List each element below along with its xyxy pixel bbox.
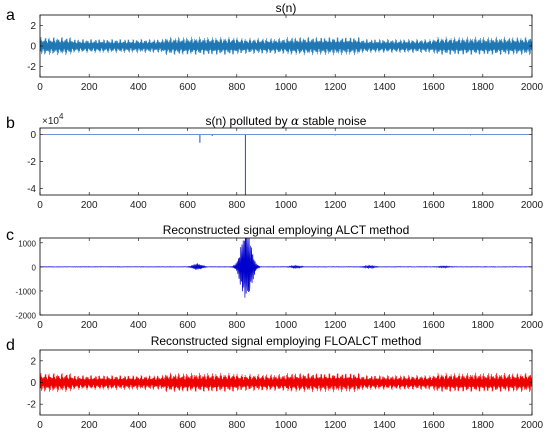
y-tick-label: -4 [27,184,36,195]
series-d [40,372,532,393]
x-tick-label: 1600 [422,320,445,331]
panel-a: a s(n)0 200 400 600 800 1000 1200 1400 1600 1800 20… [6,1,544,93]
panel-letter-a: a [6,7,15,24]
x-tick-label: 200 [81,420,98,431]
x-tick-label: 1600 [422,420,445,431]
x-tick-label: 1400 [373,320,396,331]
panel-letter-b: b [6,115,15,132]
x-tick-label: 0 [37,82,43,93]
x-tick-label: 0 [37,420,43,431]
panel-d: d Reconstructed signal employing FLOALCT … [6,334,544,431]
x-tick-label: 1400 [373,82,396,93]
x-tick-label: 1200 [324,320,347,331]
x-tick-label: 1600 [422,200,445,211]
x-tick-label: 800 [228,82,245,93]
series-c [40,238,532,298]
panel-c: c Reconstructed signal employing ALCT met… [6,223,544,331]
x-tick-label: 600 [179,320,196,331]
signal-line-a [40,36,532,56]
x-tick-label: 2000 [521,82,544,93]
y-tick-label: 2 [30,21,36,32]
y-tick-label: -2000 [16,312,37,321]
y-tick-label: 1000 [18,239,36,248]
x-tick-label: 0 [37,200,43,211]
axes-frame-b [39,127,533,196]
y-tick-label: 2 [30,356,36,367]
y-tick-label: -1000 [16,287,37,296]
x-tick-label: 1800 [472,320,495,331]
x-tick-label: 1200 [324,420,347,431]
y-exponent-label: ×104 [42,112,64,127]
chart-title-a: s(n) [276,1,297,15]
x-tick-label: 1200 [324,82,347,93]
y-tick-label: 0 [30,42,36,53]
y-tick-label: -2 [27,157,36,168]
signal-line-d [40,372,532,393]
panel-b: b s(n) polluted by α stable noise ×104 0 200… [6,112,544,211]
y-tick-label: 0 [30,130,36,141]
signal-line-c [40,238,532,298]
chart-title-c: Reconstructed signal employing ALCT meth… [163,223,410,237]
panel-letter-d: d [6,337,15,354]
series-b [40,134,532,195]
panel-letter-c: c [6,227,14,244]
x-tick-label: 400 [130,420,147,431]
y-tick-label: -2 [27,400,36,411]
x-tick-label: 200 [81,320,98,331]
x-tick-label: 2000 [521,200,544,211]
x-tick-label: 2000 [521,320,544,331]
x-tick-label: 1000 [275,200,298,211]
x-tick-label: 1000 [275,420,298,431]
series-a [40,36,532,56]
x-tick-label: 1000 [275,320,298,331]
x-tick-label: 1600 [422,82,445,93]
x-tick-label: 800 [228,320,245,331]
x-tick-label: 800 [228,200,245,211]
x-tick-label: 800 [228,420,245,431]
y-tick-label: -2 [27,62,36,73]
x-tick-label: 1400 [373,200,396,211]
axes-frame-c [39,237,533,316]
x-tick-label: 2000 [521,420,544,431]
x-tick-label: 600 [179,200,196,211]
x-tick-label: 200 [81,82,98,93]
x-tick-label: 400 [130,200,147,211]
x-tick-label: 0 [37,320,43,331]
chart-title-d: Reconstructed signal employing FLOALCT m… [151,334,422,348]
y-tick-label: 0 [30,378,36,389]
x-tick-label: 1800 [472,420,495,431]
x-tick-label: 1000 [275,82,298,93]
chart-title-b: s(n) polluted by α stable noise [206,114,367,128]
x-tick-label: 1400 [373,420,396,431]
x-tick-label: 600 [179,82,196,93]
y-tick-label: 0 [32,263,37,272]
x-tick-label: 200 [81,200,98,211]
x-tick-label: 1800 [472,82,495,93]
x-tick-label: 400 [130,320,147,331]
x-tick-label: 1200 [324,200,347,211]
x-tick-label: 1800 [472,200,495,211]
x-tick-label: 400 [130,82,147,93]
x-tick-label: 600 [179,420,196,431]
